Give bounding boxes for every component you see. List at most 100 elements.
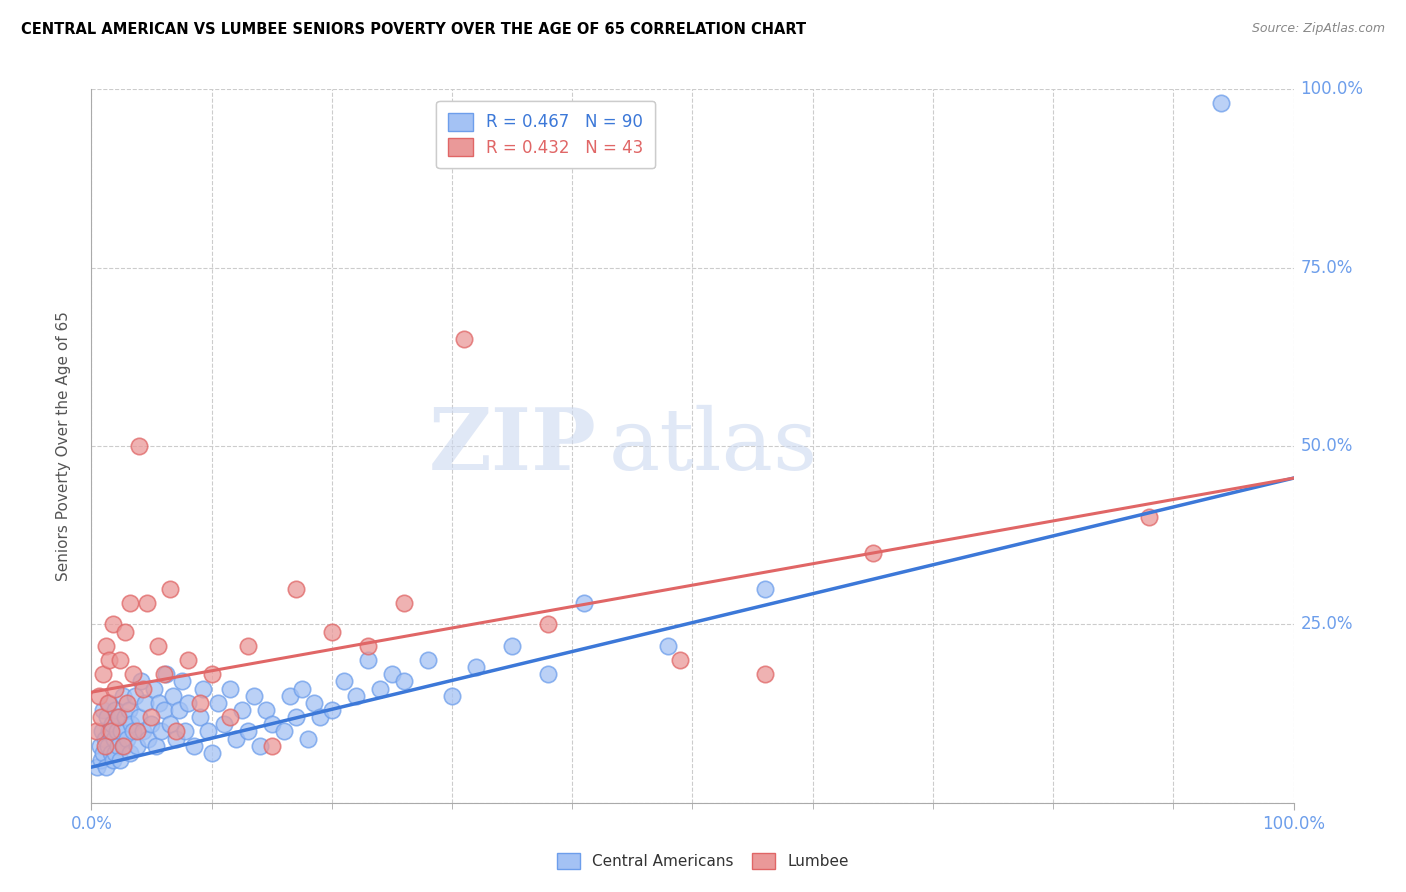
- Point: [212, 717, 235, 731]
- Point: [242, 689, 264, 703]
- Point: [101, 617, 124, 632]
- Point: [94, 760, 117, 774]
- Point: [188, 710, 211, 724]
- Point: [165, 731, 187, 746]
- Text: 50.0%: 50.0%: [1301, 437, 1353, 455]
- Point: [108, 710, 131, 724]
- Point: [321, 624, 343, 639]
- Text: ZIP: ZIP: [429, 404, 596, 488]
- Point: [97, 696, 120, 710]
- Point: [176, 653, 198, 667]
- Point: [104, 746, 127, 760]
- Point: [93, 731, 115, 746]
- Point: [260, 739, 283, 753]
- Point: [465, 660, 488, 674]
- Point: [236, 724, 259, 739]
- Point: [193, 681, 215, 696]
- Point: [105, 724, 128, 739]
- Point: [94, 639, 117, 653]
- Point: [207, 696, 229, 710]
- Point: [165, 724, 187, 739]
- Point: [136, 731, 159, 746]
- Point: [302, 696, 325, 710]
- Point: [120, 717, 142, 731]
- Point: [249, 739, 271, 753]
- Point: [321, 703, 343, 717]
- Point: [155, 667, 177, 681]
- Point: [297, 731, 319, 746]
- Point: [669, 653, 692, 667]
- Point: [132, 681, 155, 696]
- Point: [333, 674, 356, 689]
- Point: [537, 617, 560, 632]
- Point: [90, 753, 112, 767]
- Legend: R = 0.467   N = 90, R = 0.432   N = 43: R = 0.467 N = 90, R = 0.432 N = 43: [436, 101, 655, 169]
- Point: [236, 639, 259, 653]
- Point: [90, 710, 112, 724]
- Point: [104, 681, 127, 696]
- Point: [167, 703, 190, 717]
- Point: [111, 689, 134, 703]
- Point: [86, 760, 108, 774]
- Point: [100, 746, 122, 760]
- Point: [148, 696, 170, 710]
- Point: [440, 689, 463, 703]
- Point: [344, 689, 367, 703]
- Point: [357, 639, 380, 653]
- Point: [392, 674, 415, 689]
- Point: [135, 596, 157, 610]
- Point: [453, 332, 475, 346]
- Point: [98, 724, 121, 739]
- Point: [141, 717, 163, 731]
- Point: [162, 689, 184, 703]
- Text: 25.0%: 25.0%: [1301, 615, 1353, 633]
- Point: [107, 710, 129, 724]
- Point: [96, 710, 118, 724]
- Point: [129, 674, 152, 689]
- Text: 75.0%: 75.0%: [1301, 259, 1353, 277]
- Point: [1137, 510, 1160, 524]
- Point: [122, 667, 145, 681]
- Point: [118, 746, 141, 760]
- Point: [112, 739, 135, 753]
- Point: [501, 639, 523, 653]
- Point: [118, 596, 141, 610]
- Point: [284, 582, 307, 596]
- Legend: Central Americans, Lumbee: Central Americans, Lumbee: [551, 847, 855, 875]
- Point: [416, 653, 439, 667]
- Text: CENTRAL AMERICAN VS LUMBEE SENIORS POVERTY OVER THE AGE OF 65 CORRELATION CHART: CENTRAL AMERICAN VS LUMBEE SENIORS POVER…: [21, 22, 806, 37]
- Point: [104, 703, 127, 717]
- Point: [146, 639, 169, 653]
- Point: [84, 724, 107, 739]
- Point: [93, 667, 115, 681]
- Point: [118, 703, 141, 717]
- Point: [357, 653, 380, 667]
- Point: [170, 674, 193, 689]
- Point: [174, 724, 197, 739]
- Point: [381, 667, 404, 681]
- Point: [197, 724, 219, 739]
- Point: [188, 696, 211, 710]
- Point: [134, 696, 156, 710]
- Point: [273, 724, 295, 739]
- Point: [537, 667, 560, 681]
- Point: [176, 696, 198, 710]
- Point: [152, 703, 174, 717]
- Point: [117, 696, 139, 710]
- Point: [141, 710, 163, 724]
- Point: [114, 624, 136, 639]
- Point: [107, 739, 129, 753]
- Point: [145, 739, 167, 753]
- Point: [142, 681, 165, 696]
- Point: [368, 681, 391, 696]
- Point: [754, 582, 776, 596]
- Text: Source: ZipAtlas.com: Source: ZipAtlas.com: [1251, 22, 1385, 36]
- Point: [111, 739, 134, 753]
- Point: [225, 731, 247, 746]
- Text: 100.0%: 100.0%: [1301, 80, 1364, 98]
- Point: [278, 689, 301, 703]
- Point: [125, 724, 148, 739]
- Point: [754, 667, 776, 681]
- Text: atlas: atlas: [609, 404, 817, 488]
- Point: [308, 710, 330, 724]
